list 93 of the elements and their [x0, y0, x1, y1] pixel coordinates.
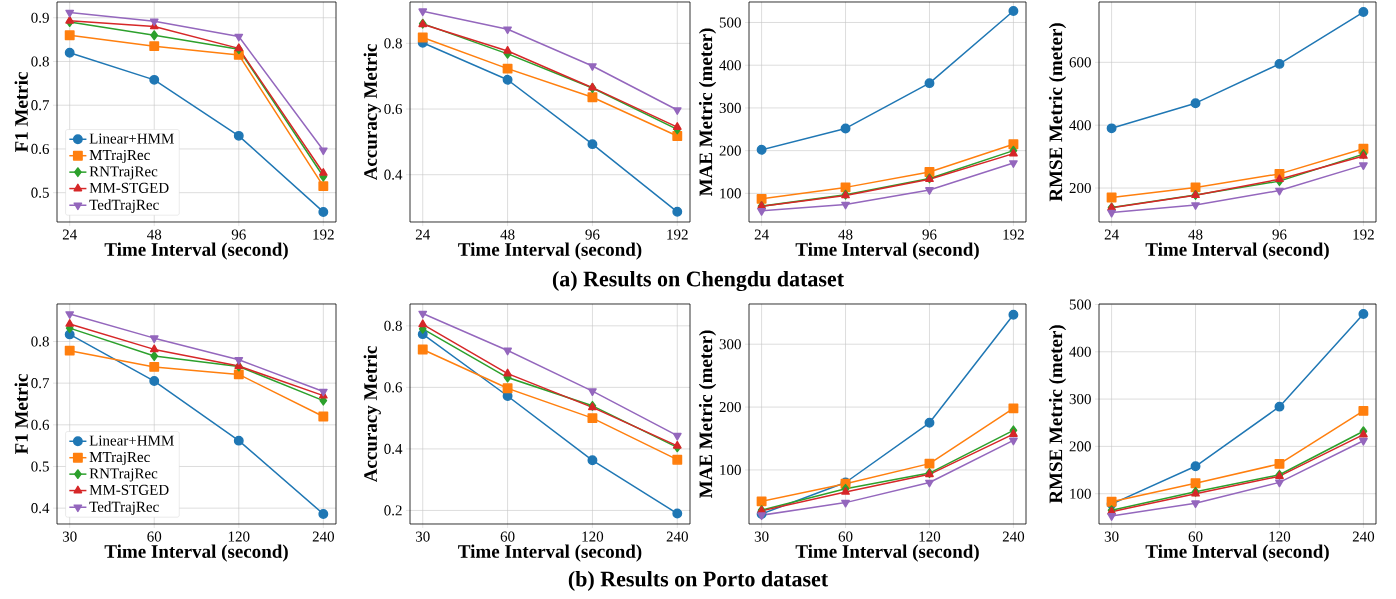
y-tick-label: 0.6: [384, 382, 403, 393]
x-tick-label: 240: [666, 531, 688, 542]
x-tick-label: 96: [922, 229, 937, 240]
x-tick-label: 48: [500, 229, 515, 240]
y-tick-label: 0.7: [31, 378, 50, 389]
y-axis-title: Accuracy Metric: [363, 346, 381, 483]
x-tick-label: 240: [1002, 531, 1025, 542]
x-axis-title: Time Interval (second): [1145, 544, 1329, 562]
y-axis-title: F1 Metric: [14, 374, 28, 454]
y-tick-label: 300: [1069, 394, 1091, 405]
y-tick-label: 400: [1069, 346, 1091, 357]
y-tick-label: 0.6: [31, 143, 50, 155]
y-tick-label: 600: [1069, 57, 1091, 68]
x-axis-title: Time Interval (second): [104, 544, 288, 562]
legend-label: TedTrajRec: [89, 199, 159, 213]
x-tick-label: 96: [585, 229, 600, 240]
y-tick-label: 200: [719, 145, 741, 156]
x-tick-label: 48: [1188, 229, 1203, 240]
y-axis-title: MAE Metric (meter): [698, 28, 717, 197]
y-tick-label: 0.5: [31, 461, 49, 472]
y-tick-label: 200: [719, 402, 741, 413]
x-tick-label: 120: [919, 531, 941, 542]
y-tick-label: 0.8: [31, 336, 49, 347]
x-axis-title: Time Interval (second): [795, 242, 979, 260]
y-tick-label: 0.9: [31, 12, 49, 23]
legend-label: Linear+HMM: [89, 133, 174, 144]
y-tick-label: 0.4: [384, 169, 403, 180]
x-tick-label: 120: [582, 531, 604, 542]
x-tick-label: 192: [667, 229, 688, 240]
x-tick-label: 30: [415, 531, 430, 542]
legend-label: MTrajRec: [89, 451, 150, 466]
y-tick-label: 0.5: [31, 187, 49, 198]
legend-label: TedTrajRec: [89, 501, 159, 515]
text: (a) Results on Chengdu dataset: [552, 270, 844, 292]
x-tick-label: 24: [415, 229, 430, 240]
y-axis-title: RMSE Metric (meter): [1048, 23, 1067, 202]
y-axis-title: F1 Metric: [14, 72, 28, 153]
y-tick-label: 0.8: [384, 320, 402, 331]
legend-label: RNTrajRec: [89, 468, 158, 482]
x-tick-label: 120: [1269, 531, 1291, 542]
y-tick-label: 100: [720, 464, 741, 475]
y-axis-title: MAE Metric (meter): [698, 330, 717, 499]
y-axis-title: RMSE Metric (meter): [1048, 325, 1067, 504]
y-tick-label: 300: [719, 102, 741, 113]
x-tick-label: 24: [754, 229, 769, 240]
x-tick-label: 30: [754, 531, 769, 542]
y-tick-label: 0.2: [384, 505, 402, 516]
y-tick-label: 0.6: [384, 103, 403, 115]
x-tick-label: 30: [1104, 531, 1119, 542]
y-axis-title: Accuracy Metric: [363, 44, 381, 181]
x-tick-label: 240: [312, 531, 335, 542]
x-tick-label: 96: [1272, 229, 1287, 240]
legend-label: MM-STGED: [89, 484, 169, 495]
legend-label: RNTrajRec: [89, 166, 158, 180]
y-tick-label: 300: [719, 339, 741, 350]
x-tick-label: 96: [231, 229, 246, 240]
y-tick-label: 0.8: [384, 38, 402, 49]
y-tick-label: 100: [1070, 488, 1091, 499]
y-tick-label: 0.6: [31, 419, 50, 430]
y-tick-label: 500: [719, 17, 741, 28]
x-tick-label: 48: [838, 229, 853, 240]
x-axis-title: Time Interval (second): [104, 242, 288, 260]
x-tick-label: 120: [228, 531, 250, 542]
x-axis-title: Time Interval (second): [458, 544, 642, 562]
y-tick-label: 100: [720, 188, 741, 199]
y-tick-label: 400: [1069, 120, 1091, 131]
y-tick-label: 0.8: [31, 56, 49, 67]
x-tick-label: 192: [313, 229, 334, 240]
y-tick-label: 200: [1069, 441, 1091, 452]
x-tick-label: 30: [62, 531, 77, 542]
y-tick-label: 200: [1069, 182, 1091, 194]
x-tick-label: 60: [838, 531, 853, 542]
legend-label: Linear+HMM: [89, 435, 174, 446]
x-tick-label: 24: [1104, 229, 1119, 240]
x-tick-label: 60: [1188, 531, 1203, 542]
x-tick-label: 48: [147, 229, 162, 240]
x-axis-title: Time Interval (second): [458, 242, 642, 260]
y-tick-label: 0.4: [31, 503, 50, 514]
x-tick-label: 240: [1352, 531, 1375, 542]
y-tick-label: 0.4: [384, 443, 403, 455]
y-tick-label: 500: [1069, 299, 1091, 310]
y-tick-label: 0.7: [31, 100, 50, 111]
y-tick-label: 400: [719, 60, 741, 71]
x-tick-label: 192: [1003, 229, 1024, 240]
legend-label: MTrajRec: [89, 149, 150, 164]
x-tick-label: 60: [500, 531, 515, 542]
legend-label: MM-STGED: [89, 182, 169, 193]
x-tick-label: 60: [147, 531, 162, 542]
x-tick-label: 24: [62, 229, 77, 240]
x-tick-label: 192: [1353, 229, 1374, 240]
text: (b) Results on Porto dataset: [568, 571, 829, 591]
x-axis-title: Time Interval (second): [795, 544, 979, 562]
x-axis-title: Time Interval (second): [1145, 242, 1329, 260]
